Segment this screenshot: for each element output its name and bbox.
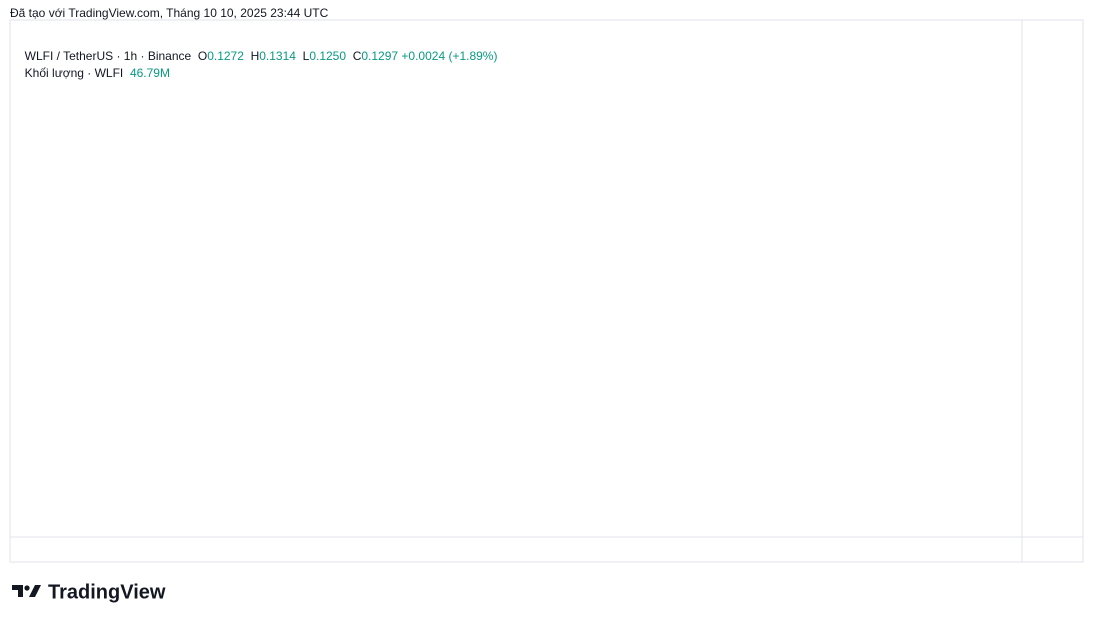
ohlc-value: 0.1297 [361,49,399,63]
ohlc-name: H [250,49,260,63]
frame [9,19,1084,563]
volume-title: Khối lượng · WLFI [24,66,124,80]
watermark: Đã tạo với TradingView.com, Tháng 10 10,… [10,6,329,20]
ohlc-name: L [302,49,310,63]
ohlc-value: 0.1250 [309,49,347,63]
ohlc-value: 0.1314 [259,49,296,63]
symbol: WLFI / TetherUS · 1h · Binance [24,49,192,63]
ohlc-value: 0.1272 [207,49,244,63]
ohlc-name: C [352,49,362,63]
brand: TradingView [48,581,166,603]
logo [12,585,41,597]
volume-value: 46.79M [129,66,170,80]
ohlc-name: O [197,49,208,63]
change: +0.0024 (+1.89%) [401,49,498,63]
volume-legend: Khối lượng · WLFI 46.79M [18,52,170,80]
legend: WLFI / TetherUS · 1h · Binance O0.1272 H… [18,35,498,63]
